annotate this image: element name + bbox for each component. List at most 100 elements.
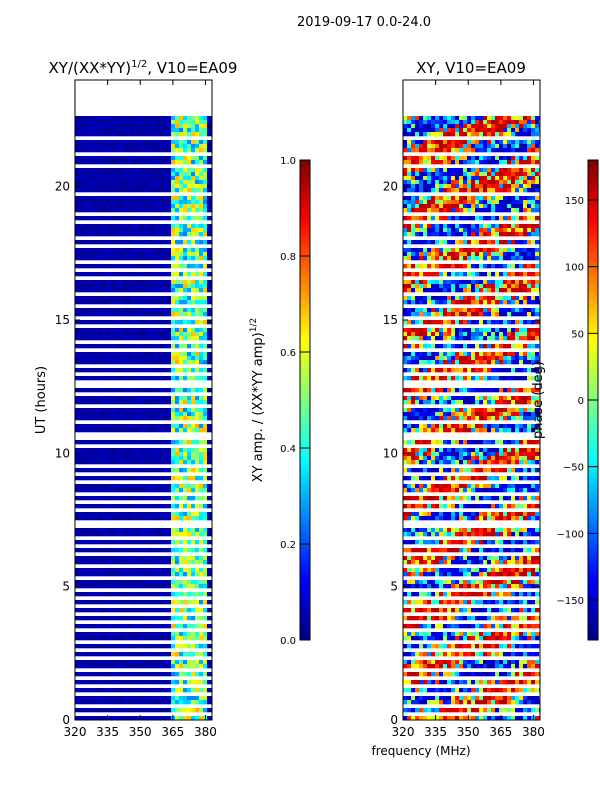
- phase-heatmap-cell: [535, 252, 540, 257]
- phase-heatmap-cell: [471, 284, 476, 289]
- amp-heatmap-cell: [167, 196, 172, 201]
- amp-heatmap-cell: [87, 660, 92, 665]
- amp-heatmap-cell: [127, 240, 132, 245]
- amp-heatmap-cell: [127, 248, 132, 253]
- amp-heatmap-cell: [147, 592, 152, 597]
- phase-heatmap-cell: [459, 352, 464, 357]
- amp-heatmap-cell: [191, 592, 196, 597]
- amp-heatmap-cell: [115, 232, 120, 237]
- amp-heatmap-cell: [127, 280, 132, 285]
- phase-heatmap-cell: [419, 204, 424, 209]
- amp-heatmap-cell: [163, 688, 168, 693]
- phase-heatmap-cell: [523, 208, 528, 213]
- amp-heatmap-cell: [151, 224, 156, 229]
- phase-heatmap-cell: [519, 160, 524, 165]
- phase-heatmap-cell: [403, 308, 408, 313]
- amp-heatmap-cell: [195, 456, 200, 461]
- phase-heatmap-cell: [427, 320, 432, 325]
- amp-heatmap-cell: [147, 484, 152, 489]
- phase-heatmap-cell: [447, 356, 452, 361]
- amp-heatmap-cell: [199, 156, 204, 161]
- phase-heatmap-cell: [523, 308, 528, 313]
- phase-heatmap-cell: [483, 272, 488, 277]
- amp-heatmap-cell: [155, 672, 160, 677]
- phase-heatmap-cell: [487, 264, 492, 269]
- amp-heatmap-cell: [115, 408, 120, 413]
- amp-heatmap-cell: [191, 412, 196, 417]
- amp-heatmap-cell: [131, 400, 136, 405]
- amp-heatmap-cell: [87, 584, 92, 589]
- amp-heatmap-cell: [75, 608, 80, 613]
- amp-heatmap-cell: [195, 300, 200, 305]
- amp-heatmap-cell: [163, 144, 168, 149]
- amp-heatmap-cell: [131, 572, 136, 577]
- amp-heatmap-cell: [179, 184, 184, 189]
- phase-heatmap-cell: [403, 116, 408, 121]
- amp-heatmap-cell: [135, 416, 140, 421]
- amp-heatmap-cell: [139, 308, 144, 313]
- phase-heatmap-cell: [499, 264, 504, 269]
- amp-heatmap-cell: [139, 636, 144, 641]
- phase-heatmap-cell: [435, 176, 440, 181]
- phase-heatmap-cell: [503, 360, 508, 365]
- amp-heatmap-cell: [195, 120, 200, 125]
- phase-heatmap-cell: [507, 156, 512, 161]
- amp-heatmap-cell: [127, 664, 132, 669]
- amp-heatmap-cell: [127, 592, 132, 597]
- amp-heatmap-cell: [119, 696, 124, 701]
- amp-heatmap-cell: [191, 160, 196, 165]
- amp-heatmap-cell: [99, 128, 104, 133]
- phase-heatmap-cell: [455, 172, 460, 177]
- amp-heatmap-cell: [187, 300, 192, 305]
- phase-heatmap-cell: [515, 216, 520, 221]
- amp-heatmap-cell: [155, 172, 160, 177]
- phase-heatmap-cell: [483, 216, 488, 221]
- phase-heatmap-cell: [419, 332, 424, 337]
- amp-heatmap-cell: [91, 168, 96, 173]
- amp-heatmap-cell: [191, 148, 196, 153]
- amp-heatmap-cell: [151, 180, 156, 185]
- phase-heatmap-cell: [523, 332, 528, 337]
- amp-heatmap-cell: [83, 476, 88, 481]
- amp-heatmap-cell: [107, 204, 112, 209]
- amp-heatmap-cell: [119, 120, 124, 125]
- phase-heatmap-cell: [439, 296, 444, 301]
- phase-heatmap-cell: [471, 288, 476, 293]
- amp-heatmap-cell: [135, 448, 140, 453]
- phase-heatmap-cell: [491, 288, 496, 293]
- amp-heatmap-cell: [115, 652, 120, 657]
- phase-heatmap-cell: [431, 248, 436, 253]
- amp-heatmap-cell: [143, 180, 148, 185]
- amp-heatmap-cell: [127, 148, 132, 153]
- amp-heatmap-cell: [119, 332, 124, 337]
- amp-heatmap-cell: [115, 488, 120, 493]
- amp-heatmap-cell: [167, 460, 172, 465]
- phase-heatmap-cell: [431, 200, 436, 205]
- amp-heatmap-cell: [131, 716, 136, 720]
- phase-heatmap-cell: [419, 232, 424, 237]
- phase-heatmap-cell: [447, 232, 452, 237]
- amp-heatmap-cell: [163, 124, 168, 129]
- amp-heatmap-cell: [91, 232, 96, 237]
- amp-heatmap-cell: [191, 256, 196, 261]
- phase-heatmap-cell: [487, 228, 492, 233]
- amp-heatmap-cell: [187, 356, 192, 361]
- phase-heatmap-cell: [507, 360, 512, 365]
- amp-heatmap-cell: [99, 116, 104, 121]
- amp-heatmap-cell: [187, 560, 192, 565]
- amp-heatmap-cell: [75, 388, 80, 393]
- amp-heatmap-cell: [175, 708, 180, 713]
- amp-heatmap-cell: [119, 644, 124, 649]
- phase-heatmap-cell: [483, 140, 488, 145]
- amp-heatmap-cell: [107, 680, 112, 685]
- phase-heatmap-cell: [451, 360, 456, 365]
- amp-heatmap-cell: [123, 700, 128, 705]
- amp-heatmap-cell: [147, 280, 152, 285]
- amp-heatmap-cell: [135, 488, 140, 493]
- amp-heatmap-cell: [183, 572, 188, 577]
- phase-heatmap-cell: [419, 240, 424, 245]
- amp-heatmap-cell: [99, 416, 104, 421]
- amp-heatmap-cell: [143, 680, 148, 685]
- amp-heatmap-cell: [159, 696, 164, 701]
- amp-heatmap-cell: [155, 288, 160, 293]
